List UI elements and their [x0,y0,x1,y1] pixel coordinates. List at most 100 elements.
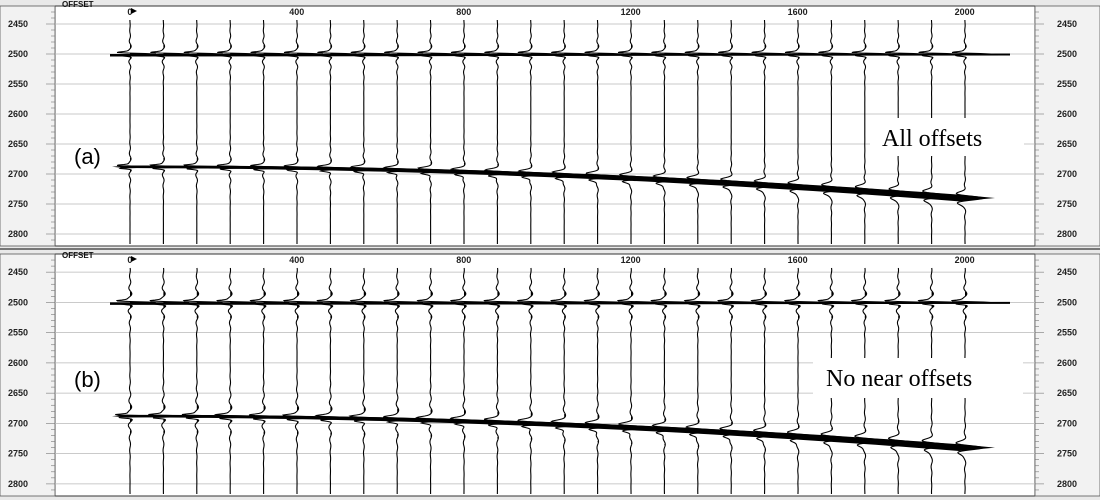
panel-a-offset-tick: 1600 [788,7,808,17]
panel-a-trace [382,20,424,244]
panel-b-letter: (b) [74,367,101,392]
panel-divider [0,248,1100,250]
panel-b-time-tick-right: 2500 [1057,297,1077,307]
panel-a-trace [216,20,257,244]
panel-a-time-tick-left: 2550 [8,79,28,89]
panel-a-gather: 2450 2450 2500 2500 2550 2550 2600 2600 2650 2650… [0,0,1100,247]
panel-a-time-tick-left: 2800 [8,229,28,239]
panel-a-time-tick-right: 2800 [1057,229,1077,239]
panel-b-time-tick-right: 2700 [1057,418,1077,428]
panel-a-offset-tick: 400 [289,7,304,17]
panel-b-trace [282,267,325,494]
panel-b-time-tick-left: 2600 [8,358,28,368]
panel-b-left-axis-box [0,253,56,497]
panel-a-trace [483,20,524,244]
panel-a-trace [149,20,191,244]
panel-a-time-tick-left: 2700 [8,169,28,179]
panel-b-trace [148,267,191,494]
panel-b-trace [583,267,624,494]
panel-a-time-tick-left: 2750 [8,199,28,209]
panel-b-offset-tick: 1200 [621,255,641,265]
panel-b-trace [414,267,457,494]
panel-a-trace [851,20,891,244]
panel-b-offset-tick: 2000 [955,255,975,265]
panel-b-trace [348,267,391,494]
panel-a-moveout-event [112,165,995,202]
panel-b-gather: 2450 2450 2500 2500 2550 2550 2600 2600 2650 2650… [0,251,1100,497]
panel-a-time-tick-left: 2650 [8,139,28,149]
panel-a-trace [718,20,758,245]
panel-a-offset-title: OFFSET [62,0,94,9]
panel-a-time-tick-right: 2750 [1057,199,1077,209]
panel-b-trace [181,267,226,494]
panel-b-time-tick-right: 2600 [1057,358,1077,368]
panel-a-trace [551,20,591,244]
panel-b-caption-box [813,358,1023,398]
panel-b-flat-event [110,301,1010,305]
panel-a-trace [818,20,858,245]
panel-a-trace [784,20,825,244]
panel-b-time-tick-right: 2750 [1057,449,1077,459]
panel-b-time-tick-left: 2650 [8,388,28,398]
panel-a-trace [316,20,357,244]
panel-a-time-tick-right: 2550 [1057,79,1077,89]
panel-a-time-tick-left: 2450 [8,19,28,29]
panel-b-trace [213,267,259,494]
panel-b-time-tick-right: 2650 [1057,388,1077,398]
panel-a-trace [349,20,390,244]
panel-a-flat-event [110,53,1010,57]
panel-b-time-tick-right: 2450 [1057,267,1077,277]
panel-a-trace [651,20,691,244]
panel-a-right-axis-box [1034,5,1100,247]
panel-b-trace [314,267,358,495]
panel-b-time-tick-left: 2450 [8,267,28,277]
panel-b-trace [115,267,159,494]
panel-a-trace [684,20,724,244]
panel-a-trace [250,20,290,244]
panel-b-trace [650,267,691,494]
panel-a-trace [183,20,225,244]
panel-a-time-tick-right: 2700 [1057,169,1077,179]
panel-a-letter: (a) [74,144,101,169]
panel-b-trace [483,267,524,495]
panel-b-time-tick-left: 2550 [8,328,28,338]
panel-a-offset-tick: 800 [456,7,471,17]
panel-b-caption: No near offsets [826,366,972,392]
panel-b-time-tick-left: 2800 [8,479,28,489]
panel-a-origin-marker [131,8,137,14]
panel-b-trace [382,267,424,494]
panel-a-time-tick-right: 2500 [1057,49,1077,59]
panel-a-trace [584,20,624,244]
panel-b-origin-marker [131,256,137,262]
panel-a-time-tick-right: 2600 [1057,109,1077,119]
panel-a-trace [417,20,457,244]
panel-a-time-tick-left: 2600 [8,109,28,119]
panel-a-offset-tick: 1200 [621,7,641,17]
panel-b-time-tick-right: 2550 [1057,328,1077,338]
panel-a-trace [116,20,157,244]
panel-b-right-axis-box [1034,253,1100,497]
panel-a-offset-tick: 2000 [955,7,975,17]
panel-a-trace [617,20,658,244]
panel-b-offset-title: OFFSET [62,251,94,260]
panel-b-trace [449,267,490,495]
panel-b-trace [550,267,590,495]
panel-b-trace [717,267,757,495]
panel-a-caption: All offsets [882,126,982,152]
panel-b-time-tick-left: 2750 [8,449,28,459]
panel-a-trace [517,20,557,244]
panel-b-offset-tick: 400 [289,255,304,265]
panel-a-trace [283,20,324,244]
panel-a-trace [449,20,491,244]
panel-b-offset-tick: 800 [456,255,471,265]
panel-b-offset-tick: 0 [127,255,132,265]
panel-b-trace [750,267,791,494]
panel-a-trace [751,20,791,244]
panel-a-caption-box [870,118,1024,156]
panel-a-left-axis-box [0,5,56,247]
panel-b-time-tick-left: 2500 [8,297,28,307]
panel-a-offset-tick: 0 [127,7,132,17]
panel-a-time-tick-right: 2650 [1057,139,1077,149]
panel-a-time-tick-left: 2500 [8,49,28,59]
